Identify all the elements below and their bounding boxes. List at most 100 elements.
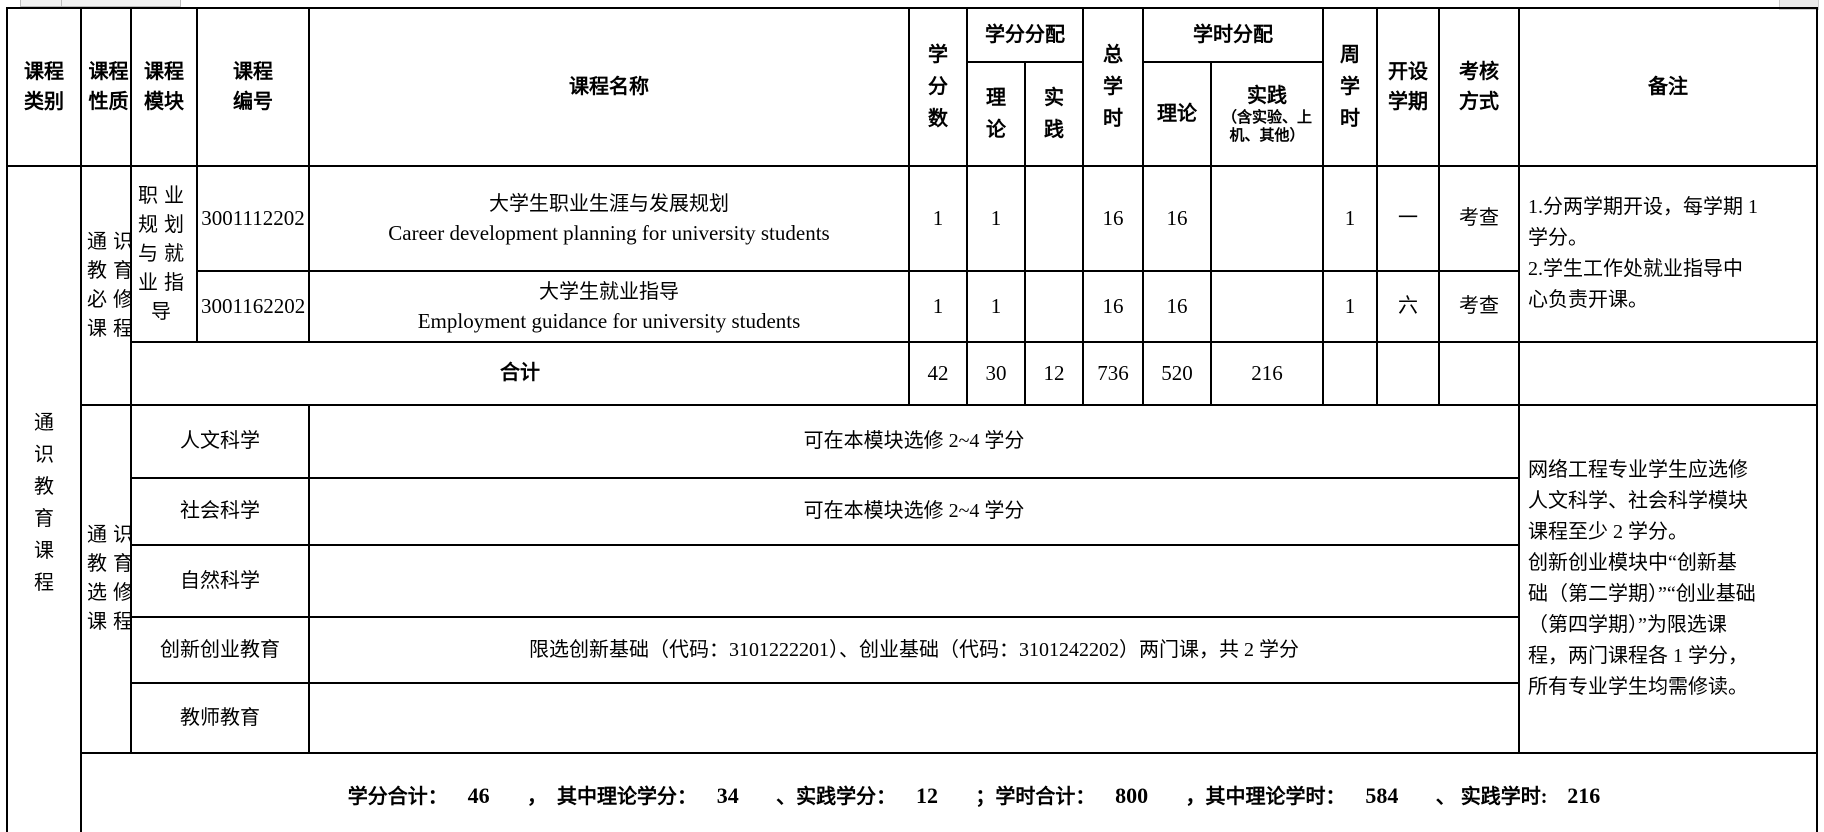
totals-label: ，其中理论学时： [1185,786,1346,808]
subtotal-credit-theory: 30 [966,341,1026,406]
curriculum-table: 课程类别 课程性质 课程模块 课程编号 课程名称 学分数 学分分配 总学时 学时… [6,7,1818,832]
cell-course-code: 3001162202 [196,270,310,343]
subtotal-weekly-hours-empty [1322,341,1378,406]
cell-grand-totals: 学分合计： 46 ， 其中理论学分： 34 、实践学分： 12 ；学时合计： 800 ，其中理论… [80,752,1818,832]
cell-hours-theory: 16 [1142,165,1212,272]
table-row-elective-natural: 自然科学 [7,544,1817,618]
cell-credit-theory: 1 [966,165,1026,272]
cell-course-code: 3001112202 [196,165,310,272]
subtotal-remark-empty [1518,341,1818,406]
subtotal-hours-theory: 520 [1142,341,1212,406]
totals-value: 12 [915,783,938,808]
cell-course-name: 大学生就业指导 Employment guidance for universi… [308,270,910,343]
cell-elective-content: 可在本模块选修 2~4 学分 [308,477,1520,546]
cell-hours-practice [1210,165,1324,272]
col-header-credit-practice: 实践 [1024,61,1084,167]
subtotal-semester-empty [1376,341,1440,406]
table-row-elective-social: 社会科学 可在本模块选修 2~4 学分 [7,477,1817,546]
cell-credit-practice [1024,165,1084,272]
cell-nature-required: 通识教育必修课程 [80,165,132,406]
totals-label: 、实践学分： [776,786,897,808]
hour-practice-sub: （含实验、上机、其他） [1221,110,1312,144]
cell-course-name: 大学生职业生涯与发展规划 Career development planning… [308,165,910,272]
col-header-hour-distribution: 学时分配 [1142,7,1324,63]
totals-label: 学分合计： [347,786,448,808]
cell-weekly-hours: 1 [1322,270,1378,343]
cell-total-hours: 16 [1082,270,1144,343]
cell-credits: 1 [908,165,968,272]
col-header-code: 课程编号 [196,7,310,167]
subtotal-credit-practice: 12 [1024,341,1084,406]
col-header-nature: 课程性质 [80,7,132,167]
cell-elective-content: 可在本模块选修 2~4 学分 [308,404,1520,479]
col-header-module: 课程模块 [130,7,198,167]
cell-semester: 一 [1376,165,1440,272]
totals-value: 34 [716,783,739,808]
totals-label: 、 实践学时: [1435,786,1548,808]
col-header-name: 课程名称 [308,7,910,167]
cell-credit-theory: 1 [966,270,1026,343]
top-edge-artifact [20,0,62,7]
totals-value: 46 [467,783,490,808]
cell-module-innovation: 创新创业教育 [130,616,310,684]
cell-credit-practice [1024,270,1084,343]
col-header-semester: 开设学期 [1376,7,1440,167]
cell-weekly-hours: 1 [1322,165,1378,272]
col-header-assessment: 考核方式 [1438,7,1520,167]
col-header-credit-theory: 理论 [966,61,1026,167]
table-row-grand-totals: 学分合计： 46 ， 其中理论学分： 34 、实践学分： 12 ；学时合计： 800 ，其中理论… [7,752,1818,832]
table-row-elective-humanities: 通识教育选修课程 人文科学 可在本模块选修 2~4 学分 网络工程专业学生应选修… [7,404,1818,754]
table-row-course-1: 通识教育课程 通识教育必修课程 职业规划与就业指导 3001112202 大学生… [6,165,1818,832]
cell-remark-required: 1.分两学期开设，每学期 1 学分。 2.学生工作处就业指导中 心负责开课。 [1518,165,1818,343]
cell-elective-content: 限选创新基础（代码：3101222201）、创业基础（代码：3101242202… [308,616,1520,684]
col-header-total-hours: 总学时 [1082,7,1144,167]
col-header-hour-theory: 理论 [1142,61,1212,167]
cell-credits: 1 [908,270,968,343]
hour-practice-main: 实践 [1247,85,1287,108]
grand-totals-line: 学分合计： 46 ， 其中理论学分： 34 、实践学分： 12 ；学时合计： 800 ，其中理论… [85,755,1813,832]
cell-semester: 六 [1376,270,1440,343]
col-header-credit-distribution: 学分分配 [966,7,1084,63]
subtotal-hours-practice: 216 [1210,341,1324,406]
subtotal-label: 合计 [130,341,910,406]
col-header-weekly-hours: 周学时 [1322,7,1378,167]
course-name-en: Career development planning for universi… [388,220,830,245]
totals-label: ， 其中理论学分： [526,786,697,808]
table-row-subtotal: 合计 42 30 12 736 520 216 [7,341,1818,406]
col-header-credits: 学分数 [908,7,968,167]
subtotal-credits: 42 [908,341,968,406]
totals-value: 584 [1365,783,1399,808]
top-edge-artifact [61,0,181,7]
course-name-zh: 大学生就业指导 [539,280,679,303]
cell-module-career: 职业规划与就业指导 [130,165,198,343]
cell-module-natural: 自然科学 [130,544,310,618]
subtotal-total-hours: 736 [1082,341,1144,406]
table-row-elective-teacher: 教师教育 [7,682,1817,754]
col-header-category: 课程类别 [6,7,82,167]
course-name-zh: 大学生职业生涯与发展规划 [489,192,729,215]
cell-module-teacher: 教师教育 [130,682,310,754]
subtotal-assessment-empty [1438,341,1520,406]
table-row-elective-innovation: 创新创业教育 限选创新基础（代码：3101222201）、创业基础（代码：310… [7,616,1817,684]
cell-module-social: 社会科学 [130,477,310,546]
cell-remark-elective: 网络工程专业学生应选修 人文科学、社会科学模块 课程至少 2 学分。 创新创业模… [1518,404,1818,754]
cell-assessment: 考查 [1438,270,1520,343]
table-row-course-2: 3001162202 大学生就业指导 Employment guidance f… [7,270,1817,343]
table-header-row-1: 课程类别 课程性质 课程模块 课程编号 课程名称 学分数 学分分配 总学时 学时… [6,7,1818,167]
cell-elective-content [308,544,1520,618]
cell-total-hours: 16 [1082,165,1144,272]
totals-label: ；学时合计： [975,786,1096,808]
cell-category: 通识教育课程 [6,165,82,832]
cell-hours-theory: 16 [1142,270,1212,343]
cell-elective-content [308,682,1520,754]
course-name-en: Employment guidance for university stude… [417,308,801,333]
col-header-hour-practice: 实践 （含实验、上机、其他） [1210,61,1324,167]
cell-hours-practice [1210,270,1324,343]
table-header-row-2: 理论 实践 理论 实践 （含实验、上机、其他） [7,61,1817,167]
totals-value: 216 [1567,783,1601,808]
cell-nature-elective: 通识教育选修课程 [80,404,132,754]
col-header-remarks: 备注 [1518,7,1818,167]
totals-value: 800 [1115,783,1149,808]
cell-assessment: 考查 [1438,165,1520,272]
